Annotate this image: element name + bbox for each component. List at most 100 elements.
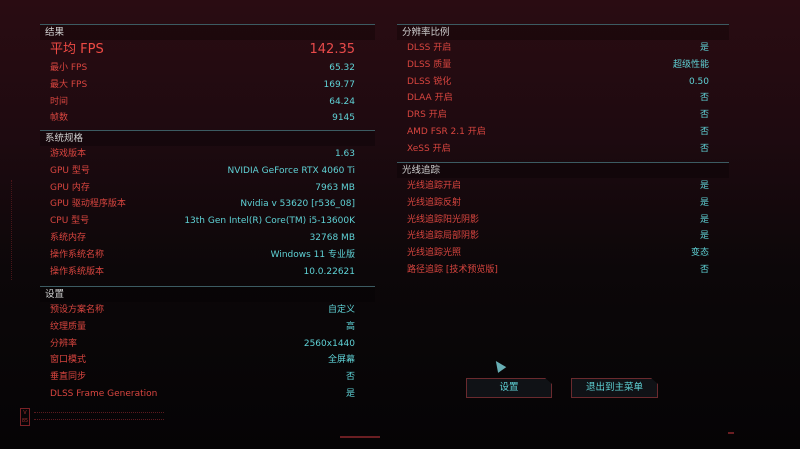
row-value: 13th Gen Intel(R) Core(TM) i5-13600K <box>184 216 355 227</box>
row-value: 是 <box>699 43 709 53</box>
row-label: DLAA 开启 <box>407 93 453 104</box>
stat-row: 预设方案名称 自定义 <box>40 302 375 319</box>
resolution-scaling-section: 分辨率比例 DLSS 开启 是 DLSS 质量 超级性能 DLSS 锐化 0.50 DLAA… <box>397 24 729 158</box>
row-value: 高 <box>345 321 355 332</box>
stat-row: 光线追踪开启 是 <box>397 178 729 195</box>
row-label: DLSS 开启 <box>407 43 452 53</box>
stat-row: 时间 64.24 <box>40 94 375 111</box>
row-value: Nvidia v 53620 [r536_08] <box>240 199 355 210</box>
section-header: 系统规格 <box>40 130 375 146</box>
stat-row: AMD FSR 2.1 开启 否 <box>397 124 729 141</box>
stat-row: DLSS Frame Generation 是 <box>40 386 375 403</box>
stat-row: DLAA 开启 否 <box>397 90 729 107</box>
row-label: 光线追踪反射 <box>407 197 462 208</box>
row-value: 65.32 <box>329 63 355 73</box>
row-label: 光线追踪局部阴影 <box>407 231 480 242</box>
row-value: 是 <box>699 214 709 225</box>
stat-row: 路径追踪 [技术预览版] 否 <box>397 262 729 279</box>
row-value: 否 <box>699 93 709 104</box>
row-value: 否 <box>699 110 709 121</box>
row-value: 10.0.22621 <box>303 266 355 277</box>
decorative-side-text <box>11 180 14 280</box>
decorative-stripe <box>34 412 164 420</box>
stat-row: 纹理质量 高 <box>40 319 375 336</box>
row-value: 7963 MB <box>315 182 355 193</box>
stat-row: 操作系统名称 Windows 11 专业版 <box>40 247 375 264</box>
stat-row: 光线追踪光照 变态 <box>397 245 729 262</box>
row-value: 32768 MB <box>309 232 355 243</box>
stat-row: 光线追踪阳光阴影 是 <box>397 212 729 229</box>
row-label: DRS 开启 <box>407 110 447 121</box>
row-label: 最大 FPS <box>50 79 88 90</box>
row-label: DLSS Frame Generation <box>50 388 158 399</box>
settings-button[interactable]: 设置 <box>466 378 552 398</box>
mouse-cursor-icon <box>491 358 507 373</box>
row-value: 64.24 <box>329 96 355 107</box>
stat-row: DLSS 质量 超级性能 <box>397 57 729 74</box>
row-value: 是 <box>699 181 709 191</box>
row-label: 光线追踪阳光阴影 <box>407 214 480 225</box>
row-label: 光线追踪光照 <box>407 248 462 259</box>
decorative-mark <box>728 432 734 434</box>
stat-row: XeSS 开启 否 <box>397 141 729 158</box>
row-label: 预设方案名称 <box>50 305 105 315</box>
row-label: 最小 FPS <box>50 63 88 73</box>
stat-row: GPU 内存 7963 MB <box>40 180 375 197</box>
stat-row: 光线追踪局部阴影 是 <box>397 228 729 245</box>
row-label: 路径追踪 [技术预览版] <box>407 264 498 275</box>
ray-tracing-section: 光线追踪 光线追踪开启是光线追踪反射是光线追踪阳光阴影是光线追踪局部阴影是光线追… <box>397 162 729 279</box>
stat-row: GPU 型号 NVIDIA GeForce RTX 4060 Ti <box>40 163 375 180</box>
row-value: NVIDIA GeForce RTX 4060 Ti <box>227 165 355 176</box>
stat-row: DLSS 锐化 0.50 <box>397 74 729 91</box>
stat-row: 垂直同步 否 <box>40 369 375 386</box>
row-label: 时间 <box>50 96 69 107</box>
row-value: 142.35 <box>309 42 356 57</box>
row-label: 操作系统版本 <box>50 266 105 277</box>
decorative-arrow-icon <box>340 436 380 438</box>
row-value: 否 <box>699 264 709 275</box>
stat-row: 最大 FPS 169.77 <box>40 77 375 94</box>
row-label: 游戏版本 <box>50 149 87 159</box>
exit-to-main-menu-button[interactable]: 退出到主菜单 <box>571 378 658 398</box>
row-label: 帧数 <box>50 113 69 124</box>
settings-section: 设置 预设方案名称 自定义 纹理质量 高分辨率 2560x1440 窗口模式 全屏幕 垂直同步… <box>40 286 375 403</box>
row-value: 是 <box>699 197 709 208</box>
version-badge-logo: V 85 <box>20 408 30 426</box>
results-section: 结果 平均 FPS 142.35 最小 FPS 65.32 最大 FPS 169.77 时… <box>40 24 375 127</box>
right-panel: 分辨率比例 DLSS 开启是 DLSS 质量 超级性能 DLSS 锐化 0.50 DLAA… <box>397 24 729 284</box>
system-section: 系统规格 游戏版本 1.63 GPU 型号 NVIDIA GeForce RTX 40… <box>40 130 375 280</box>
stat-row: 最小 FPS 65.32 <box>40 60 375 77</box>
row-value: 否 <box>699 143 709 154</box>
row-value: 1.63 <box>334 149 355 159</box>
row-value: 是 <box>699 231 709 242</box>
row-label: 分辨率 <box>50 338 78 349</box>
row-value: 超级性能 <box>672 59 709 70</box>
row-label: DLSS 锐化 <box>407 76 452 87</box>
row-label: 平均 FPS <box>50 42 104 57</box>
stat-row: 游戏版本 1.63 <box>40 146 375 163</box>
row-label: AMD FSR 2.1 开启 <box>407 126 486 137</box>
stat-row: 分辨率 2560x1440 <box>40 336 375 353</box>
section-header: 分辨率比例 <box>397 24 729 40</box>
stat-row: 系统内存 32768 MB <box>40 230 375 247</box>
row-label: 垂直同步 <box>50 372 87 383</box>
stat-row: DRS 开启 否 <box>397 107 729 124</box>
stat-row: 窗口模式 全屏幕 <box>40 352 375 369</box>
row-label: 光线追踪开启 <box>407 181 462 191</box>
row-label: 系统内存 <box>50 232 87 243</box>
stat-row: 操作系统版本 10.0.22621 <box>40 264 375 281</box>
row-value: 自定义 <box>327 305 355 315</box>
stat-row: 光线追踪反射 是 <box>397 195 729 212</box>
stat-row: CPU 型号 13th Gen Intel(R) Core(TM) i5-1360… <box>40 213 375 230</box>
row-label: GPU 型号 <box>50 165 90 176</box>
row-label: 操作系统名称 <box>50 249 105 260</box>
stat-row: GPU 驱动程序版本 Nvidia v 53620 [r536_08] <box>40 196 375 213</box>
row-label: XeSS 开启 <box>407 143 451 154</box>
row-label: 窗口模式 <box>50 355 87 366</box>
row-value: 否 <box>345 372 355 383</box>
row-value: 是 <box>345 388 355 399</box>
left-panel: 结果 平均 FPS 142.35 最小 FPS 65.32 最大 FPS 169.77 时… <box>40 24 375 404</box>
row-label: GPU 驱动程序版本 <box>50 199 126 210</box>
row-label: CPU 型号 <box>50 216 90 227</box>
row-value: 169.77 <box>323 79 356 90</box>
